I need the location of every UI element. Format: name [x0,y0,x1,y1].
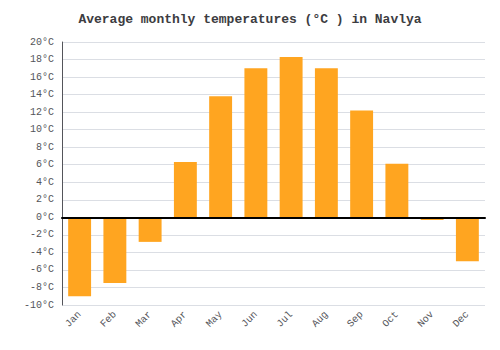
svg-text:4°C: 4°C [36,177,54,188]
svg-text:18°C: 18°C [30,54,54,65]
svg-text:Oct: Oct [380,309,400,329]
svg-text:6°C: 6°C [36,159,54,170]
svg-text:Jun: Jun [239,309,259,329]
svg-text:8°C: 8°C [36,142,54,153]
svg-text:2°C: 2°C [36,194,54,205]
svg-text:-8°C: -8°C [30,282,54,293]
svg-text:Nov: Nov [416,309,436,329]
svg-text:Aug: Aug [310,309,330,329]
svg-text:-2°C: -2°C [30,229,54,240]
svg-text:Apr: Apr [169,309,189,329]
svg-text:Sep: Sep [345,309,365,329]
svg-text:0°C: 0°C [36,212,54,223]
svg-text:14°C: 14°C [30,89,54,100]
svg-text:-10°C: -10°C [24,300,54,311]
svg-text:-6°C: -6°C [30,264,54,275]
svg-text:Dec: Dec [451,309,471,329]
svg-text:16°C: 16°C [30,72,54,83]
svg-text:Feb: Feb [98,309,118,329]
svg-text:-4°C: -4°C [30,247,54,258]
svg-text:12°C: 12°C [30,107,54,118]
svg-text:May: May [204,309,224,329]
svg-text:20°C: 20°C [30,37,54,48]
svg-text:Mar: Mar [134,309,154,329]
svg-text:Jan: Jan [63,309,83,329]
svg-text:Average monthly temperatures (: Average monthly temperatures (°C ) in Na… [78,12,421,27]
svg-text:Jul: Jul [275,309,295,329]
svg-text:10°C: 10°C [30,124,54,135]
